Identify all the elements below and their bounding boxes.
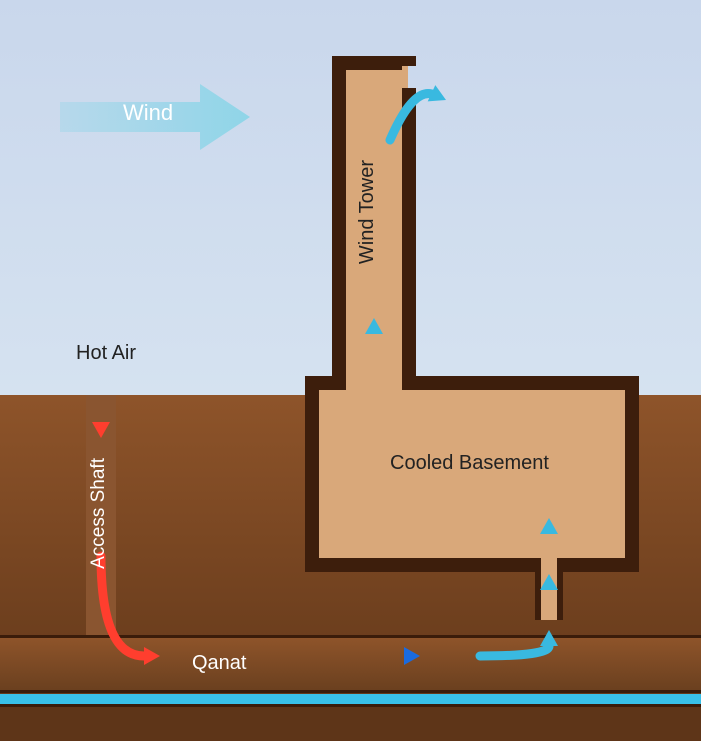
wind-label: Wind [123,100,173,126]
hot_air-label: Hot Air [76,342,136,365]
qanat-label: Qanat [192,652,246,675]
wind_tower-label: Wind Tower [356,160,379,264]
access_shaft-label: Access Shaft [88,458,110,569]
cooled_basement-label: Cooled Basement [390,452,549,475]
flow-arrows [0,0,701,741]
